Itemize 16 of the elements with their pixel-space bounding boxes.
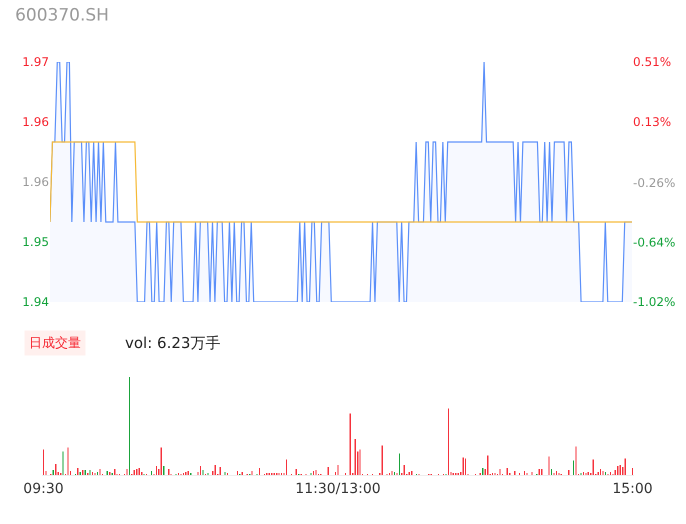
y2-tick-label: 0.13% xyxy=(633,114,672,129)
y-tick-label: 1.96 xyxy=(22,115,49,130)
chart-title: 600370.SH xyxy=(15,5,109,26)
x-tick-label: 09:30 xyxy=(23,480,64,497)
text: 日成交量 xyxy=(29,335,81,351)
y-tick-label: 1.96 xyxy=(22,175,49,190)
y2-tick-label: -1.02% xyxy=(633,295,676,310)
text: vol: 6.23万手 xyxy=(125,334,220,352)
y-tick-label: 1.95 xyxy=(22,235,49,250)
y-tick-label: 1.94 xyxy=(22,295,49,310)
y2-tick-label: -0.26% xyxy=(633,176,676,190)
y-tick-label: 1.97 xyxy=(22,55,49,70)
y2-tick-label: 0.51% xyxy=(633,55,672,70)
y2-tick-label: -0.64% xyxy=(633,236,676,250)
x-tick-label: 15:00 xyxy=(612,480,653,497)
x-tick-label: 11:30/13:00 xyxy=(295,480,381,497)
